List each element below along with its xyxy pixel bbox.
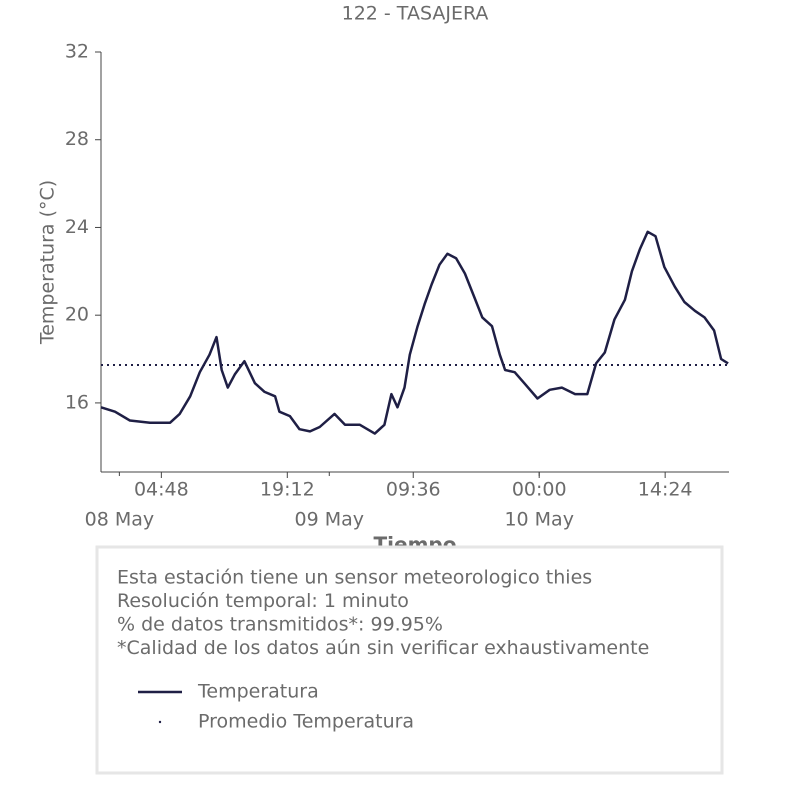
note: Esta estación tiene un sensor meteorolog… (117, 567, 592, 589)
x-tick-label: 19:12 (260, 479, 315, 501)
legend-label: Promedio Temperatura (198, 711, 414, 733)
note: % de datos transmitidos*: 99.95% (117, 614, 443, 636)
date-tick-label: 10 May (504, 509, 574, 531)
legend-label: Temperatura (197, 681, 319, 703)
x-tick-label: 04:48 (134, 479, 189, 501)
chart-title: 122 - TASAJERA (342, 3, 489, 25)
x-tick-label: 00:00 (512, 479, 567, 501)
x-tick-label: 14:24 (638, 479, 693, 501)
y-tick-label: 24 (65, 216, 89, 238)
date-tick-label: 09 May (295, 509, 365, 531)
data-line (100, 230, 729, 435)
y-tick-label: 16 (65, 391, 89, 413)
x-tick-label: 09:36 (386, 479, 441, 501)
y-tick-label: 20 (65, 304, 89, 326)
date-tick-label: 08 May (85, 509, 155, 531)
y-tick-label: 28 (65, 128, 89, 150)
legend-dot (158, 720, 162, 724)
y-tick-label: 32 (65, 41, 89, 63)
note: *Calidad de los datos aún sin verificar … (117, 637, 649, 659)
note: Resolución temporal: 1 minuto (117, 590, 409, 612)
legend-box (95, 545, 724, 775)
y-axis-label: Temperatura (°C) (37, 180, 59, 345)
